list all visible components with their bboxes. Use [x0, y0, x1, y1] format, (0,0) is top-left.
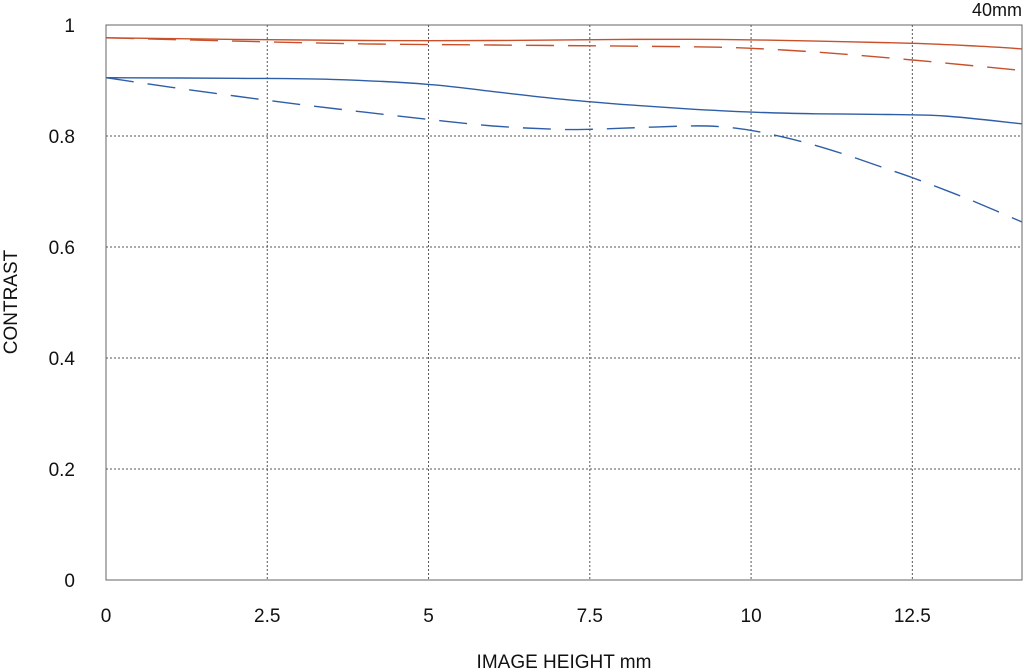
x-tick-label: 0 [101, 606, 112, 627]
y-tick-label: 0.8 [49, 127, 75, 148]
x-tick-label: 7.5 [577, 606, 603, 627]
series-layer [105, 37, 1023, 223]
series-line-2 [105, 37, 1023, 72]
y-tick-label: 0.6 [49, 238, 75, 259]
focal-length-label: 40mm [972, 0, 1022, 20]
x-tick-label: 5 [423, 606, 434, 627]
series-line-3 [105, 77, 1023, 125]
series-line-1 [105, 37, 1023, 50]
x-tick-labels: 0 2.5 5 7.5 10 12.5 [101, 606, 931, 627]
y-tick-label: 0.4 [49, 349, 76, 370]
x-tick-label: 10 [741, 606, 762, 627]
x-axis-label: IMAGE HEIGHT mm [477, 652, 652, 669]
y-tick-label: 1 [64, 16, 75, 37]
y-axis-label: CONTRAST [1, 249, 22, 354]
y-tick-labels: 0 0.2 0.4 0.6 0.8 1 [49, 16, 76, 592]
x-tick-label: 2.5 [254, 606, 280, 627]
plot-border [105, 24, 1023, 581]
y-tick-label: 0 [64, 571, 75, 592]
grid [106, 25, 1022, 580]
plot-frame [105, 24, 1023, 581]
y-tick-label: 0.2 [49, 460, 75, 481]
x-tick-label: 12.5 [894, 606, 931, 627]
series-line-4 [105, 77, 1023, 223]
